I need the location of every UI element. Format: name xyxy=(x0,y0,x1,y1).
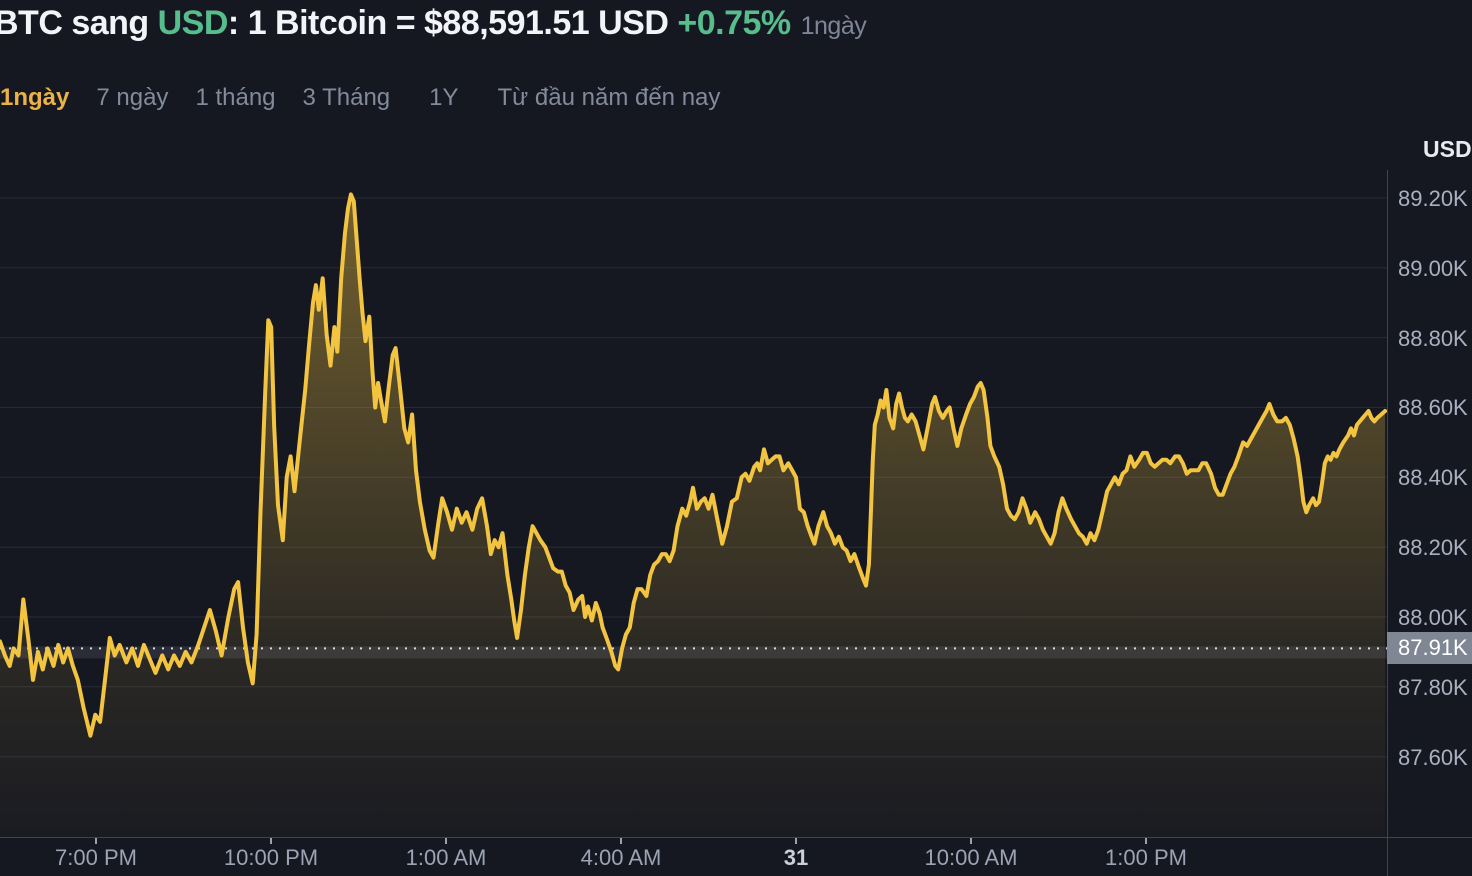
range-tab-3-months[interactable]: 3 Tháng xyxy=(302,84,391,111)
y-axis-tick-label: 88.20K xyxy=(1398,535,1468,560)
title-period-label: 1ngày xyxy=(800,12,867,40)
current-price-badge: 87.91K xyxy=(1387,632,1472,664)
range-tab-1-month[interactable]: 1 tháng xyxy=(195,84,276,111)
price-line xyxy=(0,192,1387,738)
range-tab-1-year[interactable]: 1Y xyxy=(429,84,459,111)
x-axis-tick-mark xyxy=(970,838,972,844)
y-axis-tick-label: 87.60K xyxy=(1398,745,1468,770)
x-axis-tick-label: 1:00 PM xyxy=(1105,845,1187,870)
y-axis-tick-label: 88.80K xyxy=(1398,326,1468,351)
y-axis-title: USD xyxy=(1423,136,1472,162)
y-axis-tick-label: 89.00K xyxy=(1398,256,1468,281)
x-axis-line xyxy=(0,837,1472,838)
title-quote-currency: USD xyxy=(157,4,229,42)
x-axis-tick-mark xyxy=(445,838,447,844)
x-axis-tick-label: 10:00 AM xyxy=(924,845,1018,870)
price-chart-plot-area[interactable] xyxy=(0,170,1387,837)
time-range-selector: 1ngày 7 ngày 1 tháng 3 Tháng 1Y Từ đầu n… xyxy=(0,84,747,112)
current-price-band xyxy=(0,646,1387,659)
x-axis-tick-label: 7:00 PM xyxy=(55,845,137,870)
x-axis-tick-label: 1:00 AM xyxy=(405,845,487,870)
price-area-chart[interactable] xyxy=(0,170,1387,837)
page-title: BTC sang USD: 1 Bitcoin = $88,591.51 USD… xyxy=(0,4,867,43)
price-change-percent: +0.75% xyxy=(677,4,791,42)
range-tab-1-day[interactable]: 1ngày xyxy=(0,84,70,111)
y-axis-line xyxy=(1387,170,1388,876)
x-axis-tick-mark xyxy=(1145,838,1147,844)
x-axis-tick-mark xyxy=(795,838,797,844)
y-axis-tick-label: 87.80K xyxy=(1398,675,1468,700)
y-axis-tick-label: 88.40K xyxy=(1398,465,1468,490)
title-price-text: : 1 Bitcoin = $88,591.51 USD xyxy=(227,4,678,42)
range-tab-7-days[interactable]: 7 ngày xyxy=(96,84,169,111)
x-axis-tick-mark xyxy=(95,838,97,844)
x-axis-tick-mark xyxy=(620,838,622,844)
title-pair-prefix: BTC sang xyxy=(0,4,158,42)
x-axis-tick-label: 4:00 AM xyxy=(580,845,662,870)
y-axis-tick-label: 89.20K xyxy=(1398,186,1468,211)
x-axis-tick-label: 10:00 PM xyxy=(223,845,319,870)
range-tab-ytd[interactable]: Từ đầu năm đến nay xyxy=(497,84,721,111)
x-axis-tick-label: 31 xyxy=(783,845,809,870)
price-area-fill xyxy=(0,194,1386,837)
y-axis-tick-label: 88.00K xyxy=(1398,605,1468,630)
y-axis-labels: 89.20K 89.00K 88.80K 88.60K 88.40K 88.20K 88.0… xyxy=(1387,170,1472,837)
y-axis-tick-label: 88.60K xyxy=(1398,395,1468,420)
x-axis-tick-mark xyxy=(270,838,272,844)
